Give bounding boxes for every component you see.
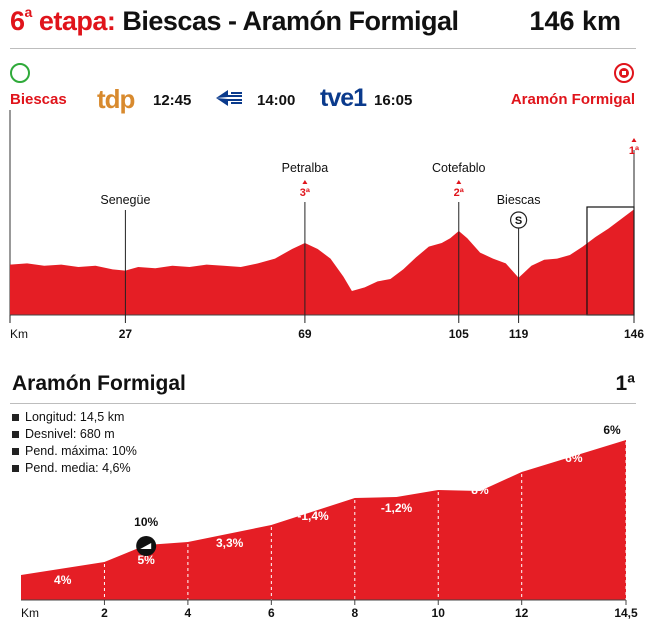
- tdp-time: 12:45: [153, 92, 192, 109]
- stage-distance: 146 km: [529, 6, 621, 36]
- point-name: Cotefablo: [432, 161, 486, 175]
- km-tick-label: 105: [449, 327, 469, 341]
- climb-stats: Longitud: 14,5 km Desnivel: 680 m Pend. …: [12, 410, 137, 475]
- tve1-logo: tve1: [320, 84, 367, 112]
- climb-title: Aramón Formigal: [12, 372, 186, 395]
- climb-km-tick-label: 8: [351, 606, 358, 620]
- start-play-icon: [10, 63, 30, 83]
- climb-km-tick-label: 6: [268, 606, 275, 620]
- climb-km-tick-label: 4: [185, 606, 192, 620]
- km-tick-label: 146: [624, 327, 644, 341]
- divider: [10, 48, 636, 49]
- category-marker: [456, 180, 462, 184]
- grade-label: -1,4%: [297, 509, 329, 523]
- stage-title: 6a etapa: Biescas - Aramón Formigal: [10, 4, 459, 37]
- km-tick-label: 69: [298, 327, 312, 341]
- finish-stop-icon: [614, 63, 634, 83]
- grade-label: 8%: [471, 483, 489, 497]
- category-label: 2ª: [454, 187, 465, 199]
- point-name: Biescas: [497, 193, 541, 207]
- category-label: 1ª: [629, 145, 640, 157]
- finish-location: Aramón Formigal: [510, 91, 635, 108]
- elevation-area: [10, 209, 634, 315]
- grade-label: 6%: [565, 451, 583, 465]
- sprint-icon: [510, 211, 528, 229]
- stat-length: Longitud: 14,5 km: [12, 410, 137, 424]
- stage-number: 6a etapa:: [10, 4, 116, 36]
- climb-km-tick-label: 14,5: [614, 606, 638, 620]
- category-label: 3ª: [300, 187, 311, 199]
- climb-elevation-area: [21, 440, 626, 600]
- climb-km-tick-label: 12: [515, 606, 529, 620]
- stage-profile-chart: Senegüe 3ª Petralba 2ª Cotefablo S Biescas 1ª Km…: [9, 110, 644, 341]
- category-marker: [631, 138, 637, 142]
- sprint-label: S: [515, 215, 522, 227]
- category-marker: [302, 180, 308, 184]
- grade-label: -1,2%: [381, 501, 413, 515]
- max-gradient-wedge: [140, 543, 152, 549]
- climb-category: 1ª: [615, 372, 635, 395]
- climb-km-tick-label: 2: [101, 606, 108, 620]
- teledeporte-time: 14:00: [257, 92, 296, 109]
- climb-profile-chart: 4% 5% 3,3% -1,4% -1,2% 8% 6% 6% 10% Km 2 4 6 8 10 12 14,…: [21, 423, 638, 620]
- grade-label: 5%: [138, 553, 156, 567]
- start-location: Biescas: [10, 91, 67, 108]
- point-name: Petralba: [282, 161, 329, 175]
- stat-avg-grade: Pend. media: 4,6%: [12, 461, 137, 475]
- climb-km-axis-label: Km: [21, 606, 39, 620]
- point-name: Senegüe: [100, 193, 150, 207]
- km-tick-label: 119: [509, 327, 529, 341]
- teledeporte-symbol-icon: [214, 87, 244, 114]
- grade-label: 3,3%: [216, 536, 244, 550]
- stat-elevation-gain: Desnivel: 680 m: [12, 427, 137, 441]
- grade-label: 4%: [54, 573, 72, 587]
- stat-max-grade: Pend. máxima: 10%: [12, 444, 137, 458]
- stage-route: Biescas - Aramón Formigal: [122, 6, 459, 36]
- final-grade-label: 6%: [603, 423, 621, 437]
- km-tick-label: 27: [119, 327, 133, 341]
- divider: [10, 403, 636, 404]
- tve1-time: 16:05: [374, 92, 413, 109]
- km-axis-label: Km: [10, 327, 28, 341]
- tdp-logo: tdp: [97, 84, 135, 114]
- climb-km-tick-label: 10: [432, 606, 446, 620]
- max-gradient-label: 10%: [134, 515, 158, 529]
